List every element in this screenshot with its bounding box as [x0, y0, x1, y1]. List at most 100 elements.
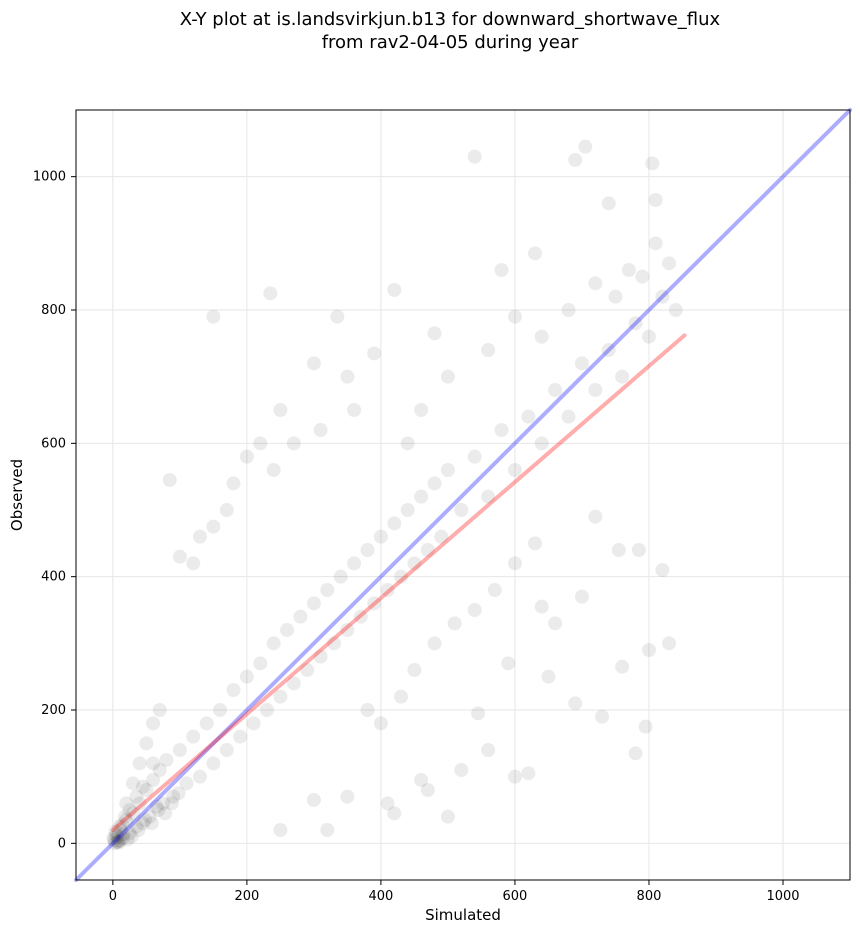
- scatter-point: [507, 769, 522, 784]
- scatter-point: [467, 449, 482, 464]
- chart-title-line-2: from rav2-04-05 during year: [322, 32, 579, 53]
- scatter-point: [360, 543, 375, 557]
- scatter-point: [400, 436, 415, 451]
- scatter-point: [373, 529, 388, 544]
- scatter-point: [219, 503, 234, 517]
- scatter-point: [655, 289, 670, 304]
- scatter-point: [107, 836, 122, 851]
- scatter-point: [367, 596, 382, 611]
- scatter-point: [131, 823, 146, 837]
- scatter-point: [109, 828, 124, 843]
- scatter-point: [333, 569, 348, 584]
- scatter-point: [427, 326, 442, 341]
- scatter-point: [132, 756, 147, 771]
- one-to-one-line: [74, 108, 852, 882]
- scatter-point: [628, 746, 643, 761]
- scatter-point: [387, 283, 402, 297]
- scatter-point: [146, 716, 161, 731]
- scatter-point: [574, 589, 589, 604]
- scatter-point: [159, 753, 174, 767]
- scatter-point: [521, 766, 536, 781]
- scatter-point: [631, 543, 646, 557]
- scatter-point: [574, 356, 589, 371]
- scatter-point: [467, 149, 482, 164]
- scatter-point: [340, 369, 355, 384]
- scatter-point: [578, 139, 593, 154]
- scatter-point: [427, 476, 442, 491]
- scatter-point: [172, 549, 187, 564]
- scatter-point: [615, 369, 630, 384]
- scatter-point: [320, 823, 335, 837]
- scatter-point: [192, 769, 207, 784]
- scatter-point: [561, 303, 576, 317]
- scatter-point: [166, 789, 181, 804]
- scatter-point: [115, 817, 130, 832]
- scatter-point: [108, 824, 123, 839]
- scatter-point: [164, 796, 179, 811]
- scatter-point: [347, 556, 362, 571]
- scatter-point: [213, 703, 228, 717]
- scatter-point: [273, 823, 288, 837]
- scatter-point: [113, 833, 128, 848]
- scatter-point: [273, 403, 288, 417]
- scatter-point: [139, 736, 154, 751]
- scatter-point: [501, 656, 516, 671]
- scatter-point: [367, 346, 382, 361]
- scatter-point: [125, 776, 140, 791]
- scatter-point: [621, 263, 636, 277]
- scatter-point: [481, 343, 496, 357]
- scatter-point: [548, 616, 563, 631]
- x-tick-label: 400: [368, 889, 393, 904]
- scatter-point: [286, 436, 301, 451]
- scatter-point: [152, 763, 167, 777]
- scatter-point: [534, 599, 549, 614]
- scatter-point: [171, 786, 186, 801]
- scatter-point: [293, 609, 308, 624]
- x-axis-label: Simulated: [425, 906, 501, 924]
- scatter-point: [387, 806, 402, 821]
- scatter-point: [110, 829, 125, 844]
- y-tick-label: 1000: [33, 170, 66, 185]
- scatter-point: [239, 449, 254, 464]
- scatter-point: [199, 716, 214, 731]
- scatter-point: [313, 649, 328, 664]
- scatter-point: [648, 236, 663, 251]
- scatter-point: [427, 636, 442, 651]
- scatter-point: [300, 663, 315, 677]
- scatter-point: [447, 616, 462, 631]
- scatter-point: [407, 556, 422, 571]
- scatter-point: [611, 543, 626, 557]
- scatter-point: [407, 663, 422, 677]
- scatter-point: [454, 503, 469, 517]
- scatter-point: [601, 196, 616, 211]
- scatter-point: [507, 463, 522, 477]
- scatter-point: [162, 473, 177, 487]
- scatter-point: [149, 799, 164, 814]
- scatter-point: [117, 809, 132, 824]
- scatter-point: [129, 789, 144, 804]
- scatter-point: [280, 623, 295, 637]
- scatter-point: [568, 696, 583, 711]
- scatter-point: [226, 683, 241, 697]
- scatter-point: [534, 436, 549, 451]
- scatter-point: [313, 423, 328, 437]
- scatter-point: [206, 309, 221, 324]
- y-tick-label: 200: [41, 703, 66, 718]
- scatter-point: [454, 763, 469, 777]
- scatter-point: [548, 383, 563, 397]
- scatter-point: [434, 529, 449, 544]
- y-axis-label: Observed: [8, 459, 26, 531]
- scatter-point: [662, 636, 677, 651]
- scatter-point: [641, 643, 656, 657]
- scatter-point: [152, 703, 167, 717]
- scatter-point: [263, 286, 278, 301]
- grid-layer: [76, 110, 850, 880]
- chart-title-line-1: X-Y plot at is.landsvirkjun.b13 for down…: [180, 9, 721, 30]
- scatter-point: [120, 832, 135, 847]
- scatter-point: [380, 583, 395, 597]
- scatter-point: [306, 596, 321, 611]
- scatter-point: [420, 543, 435, 557]
- scatter-point: [507, 556, 522, 571]
- scatter-point: [588, 509, 603, 524]
- scatter-point: [186, 556, 201, 571]
